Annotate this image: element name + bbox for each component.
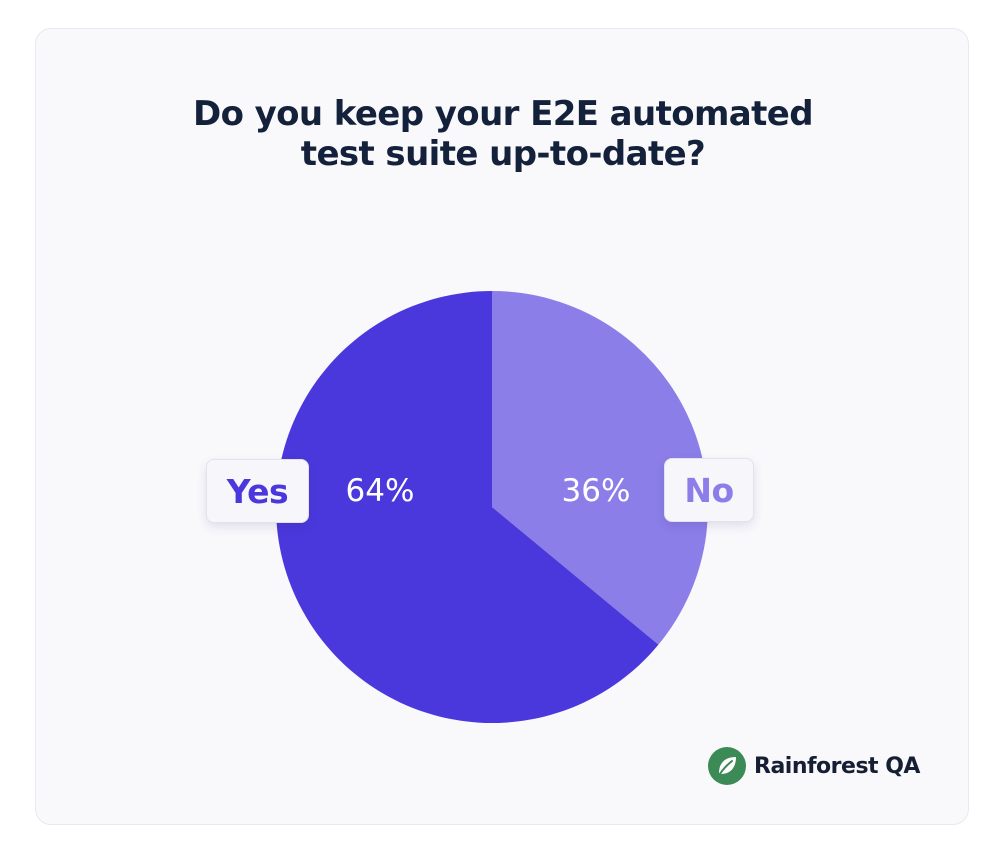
pie-value-label-yes: 64% — [346, 473, 415, 509]
legend-label-yes: Yes — [206, 459, 309, 523]
pie-slice-no — [492, 291, 708, 645]
brand-logo-lockup: Rainforest QA — [708, 746, 920, 786]
chart-title-line-1: Do you keep your E2E automated — [192, 94, 814, 134]
legend-label-no: No — [664, 458, 754, 522]
brand-name: Rainforest QA — [754, 753, 920, 779]
leaf-icon — [708, 747, 746, 785]
chart-title-line-2: test suite up-to-date? — [300, 134, 706, 174]
pie-value-label-no: 36% — [562, 473, 631, 509]
pie-slice-yes — [275, 291, 659, 724]
chart-title: Do you keep your E2E automated test suit… — [36, 94, 970, 174]
legend-label-no-text: No — [684, 470, 734, 510]
legend-label-yes-text: Yes — [226, 471, 289, 511]
